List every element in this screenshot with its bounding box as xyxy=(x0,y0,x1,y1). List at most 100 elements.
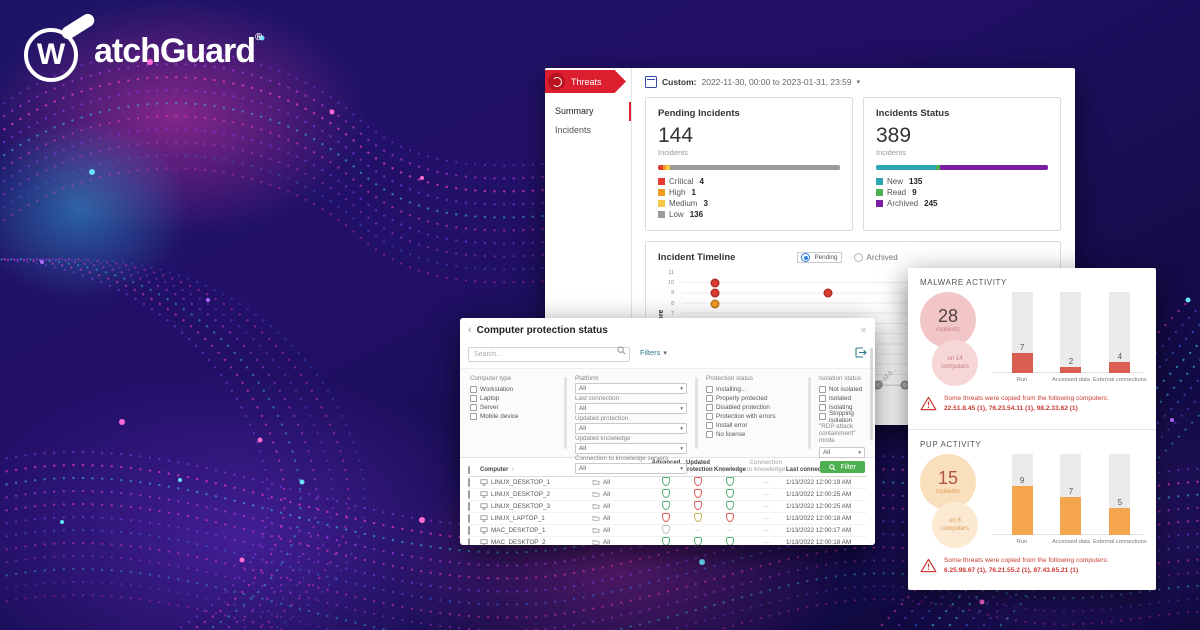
filter-button[interactable]: Filter xyxy=(820,461,865,473)
checkbox[interactable] xyxy=(470,413,477,420)
radio-pending[interactable]: Pending xyxy=(797,252,842,263)
incident-dot[interactable] xyxy=(873,380,883,390)
table-row[interactable]: LINUX_DESKTOP_3 All — — — — 1/13/2022 12 xyxy=(468,500,867,513)
dropdown-select[interactable]: All ▾ xyxy=(575,463,687,474)
close-icon[interactable]: ✕ xyxy=(860,325,867,335)
rdp-containment-select[interactable]: All ▾ xyxy=(819,447,865,458)
bar-value: 7 xyxy=(1019,342,1025,352)
checkbox[interactable] xyxy=(706,404,713,411)
select-all-checkbox[interactable] xyxy=(468,465,470,474)
row-checkbox[interactable] xyxy=(468,513,470,523)
checkbox[interactable] xyxy=(706,431,713,438)
timeline-title: Incident Timeline xyxy=(658,252,736,263)
incident-dot[interactable] xyxy=(900,380,910,390)
export-icon[interactable] xyxy=(855,347,867,358)
legend-swatch xyxy=(876,189,883,196)
row-checkbox[interactable] xyxy=(468,489,470,499)
checkbox-option[interactable]: Properly protected xyxy=(706,394,800,403)
checkbox[interactable] xyxy=(470,395,477,402)
checkbox[interactable] xyxy=(706,413,713,420)
checkbox[interactable] xyxy=(470,386,477,393)
table-row[interactable]: MAC_DESKTOP_1 All — — — — 1/13/2022 12:0 xyxy=(468,524,867,537)
checkbox[interactable] xyxy=(819,395,826,402)
checkbox-option[interactable]: Protection with errors xyxy=(706,412,800,421)
bar-value: 7 xyxy=(1068,486,1074,496)
checkbox[interactable] xyxy=(819,413,826,420)
header-updated-protection[interactable]: Updated protection xyxy=(683,460,713,473)
checkbox-option[interactable]: Workstation xyxy=(470,385,556,394)
checkbox[interactable] xyxy=(470,404,477,411)
row-checkbox[interactable] xyxy=(468,501,470,511)
table-row[interactable]: LINUX_DESKTOP_1 All — — — — 1/13/2022 12 xyxy=(468,476,867,489)
bar-label: Run xyxy=(1016,377,1028,383)
checkbox[interactable] xyxy=(819,386,826,393)
search-icon xyxy=(829,463,837,471)
filters-toggle[interactable]: Filters ▾ xyxy=(640,348,667,357)
table-row[interactable]: MAC_DESKTOP_2 All — — — — 1/13/2022 12:0 xyxy=(468,536,867,545)
row-checkbox[interactable] xyxy=(468,525,470,535)
legend-value: 135 xyxy=(909,177,923,186)
checkbox-option[interactable]: Isolated xyxy=(819,394,865,403)
table-row[interactable]: LINUX_LAPTOP_1 All — — — — 1/13/2022 12: xyxy=(468,512,867,525)
bar-value: 9 xyxy=(1019,476,1025,486)
warning-text: Some threats were copied from the follow… xyxy=(944,557,1109,564)
computer-name: MAC_DESKTOP_2 xyxy=(491,538,546,545)
y-tick: 10 xyxy=(668,280,675,287)
bar-segment xyxy=(940,165,1048,170)
checkbox-option[interactable]: Install error xyxy=(706,421,800,430)
checkbox-option[interactable]: Disabled protection xyxy=(706,403,800,412)
folder-icon xyxy=(592,480,600,485)
radio-archived[interactable]: Archived xyxy=(853,253,898,262)
logo-text: atchGuard® xyxy=(94,31,262,70)
legend-item: High 1 xyxy=(658,187,840,198)
sidebar-nav-item[interactable]: Summary xyxy=(545,102,631,121)
panel-divider xyxy=(808,377,811,449)
checkbox[interactable] xyxy=(706,386,713,393)
checkbox-option[interactable]: Not isolated xyxy=(819,385,865,394)
computer-name: MAC_DESKTOP_1 xyxy=(491,526,546,534)
activity-bar: 7 xyxy=(1060,454,1082,535)
dropdown-select[interactable]: All ▾ xyxy=(575,383,687,394)
incident-dot[interactable] xyxy=(710,299,720,309)
row-checkbox[interactable] xyxy=(468,537,470,545)
panel-divider xyxy=(564,377,567,449)
back-icon[interactable]: ‹ xyxy=(468,324,472,336)
search-input[interactable] xyxy=(468,347,630,362)
header-computer[interactable]: Computer ↑ xyxy=(480,466,515,473)
header-last-connection[interactable]: Last connection xyxy=(786,466,833,473)
checkbox-option[interactable]: No license xyxy=(706,430,800,439)
window-title: Computer protection status xyxy=(476,324,608,336)
scrollbar[interactable] xyxy=(870,348,873,440)
header-connection[interactable]: Connection to knowledge xyxy=(746,460,786,473)
legend-label: High xyxy=(669,188,686,197)
checkbox[interactable] xyxy=(819,404,826,411)
date-filter-range: 2022-11-30, 00:00 to 2023-01-31, 23:59 xyxy=(701,77,852,87)
dropdown-select[interactable]: All ▾ xyxy=(575,423,687,434)
date-range-filter[interactable]: Custom: 2022-11-30, 00:00 to 2023-01-31,… xyxy=(645,76,1061,88)
bar-fill xyxy=(1060,367,1082,373)
header-knowledge[interactable]: Knowledge xyxy=(714,466,747,473)
checkbox-option[interactable]: Stopping isolation xyxy=(819,410,865,424)
advanced-protection-shield-icon: — xyxy=(662,512,670,524)
checkbox-option[interactable]: Laptop xyxy=(470,394,556,403)
checkbox[interactable] xyxy=(706,395,713,402)
row-checkbox[interactable] xyxy=(468,477,470,487)
pending-incidents-card: Pending Incidents 144 Incidents Critical… xyxy=(645,97,853,231)
sidebar-nav-item[interactable]: Incidents xyxy=(555,125,592,135)
malware-bar-chart: 7 Run 2 Accessed d xyxy=(992,292,1147,386)
dropdown-select[interactable]: All ▾ xyxy=(575,403,687,414)
checkbox-option[interactable]: Isolating xyxy=(819,403,865,412)
incident-dot[interactable] xyxy=(710,288,720,298)
dropdown-select[interactable]: All ▾ xyxy=(575,443,687,454)
checkbox-option[interactable]: Server xyxy=(470,403,556,412)
checkbox[interactable] xyxy=(706,422,713,429)
table-row[interactable]: LINUX_DESKTOP_2 All — — — — 1/13/2022 12 xyxy=(468,488,867,501)
incident-dot[interactable] xyxy=(823,288,833,298)
group-name: All xyxy=(603,490,610,498)
checkbox-option[interactable]: Installing... xyxy=(706,385,800,394)
incident-dot[interactable] xyxy=(710,278,720,288)
bar-fill xyxy=(1109,361,1131,373)
checkbox-option[interactable]: Mobile device xyxy=(470,412,556,421)
malware-warning: Some threats were copied from the follow… xyxy=(920,394,1144,413)
activity-bar: 9 xyxy=(1011,454,1033,535)
